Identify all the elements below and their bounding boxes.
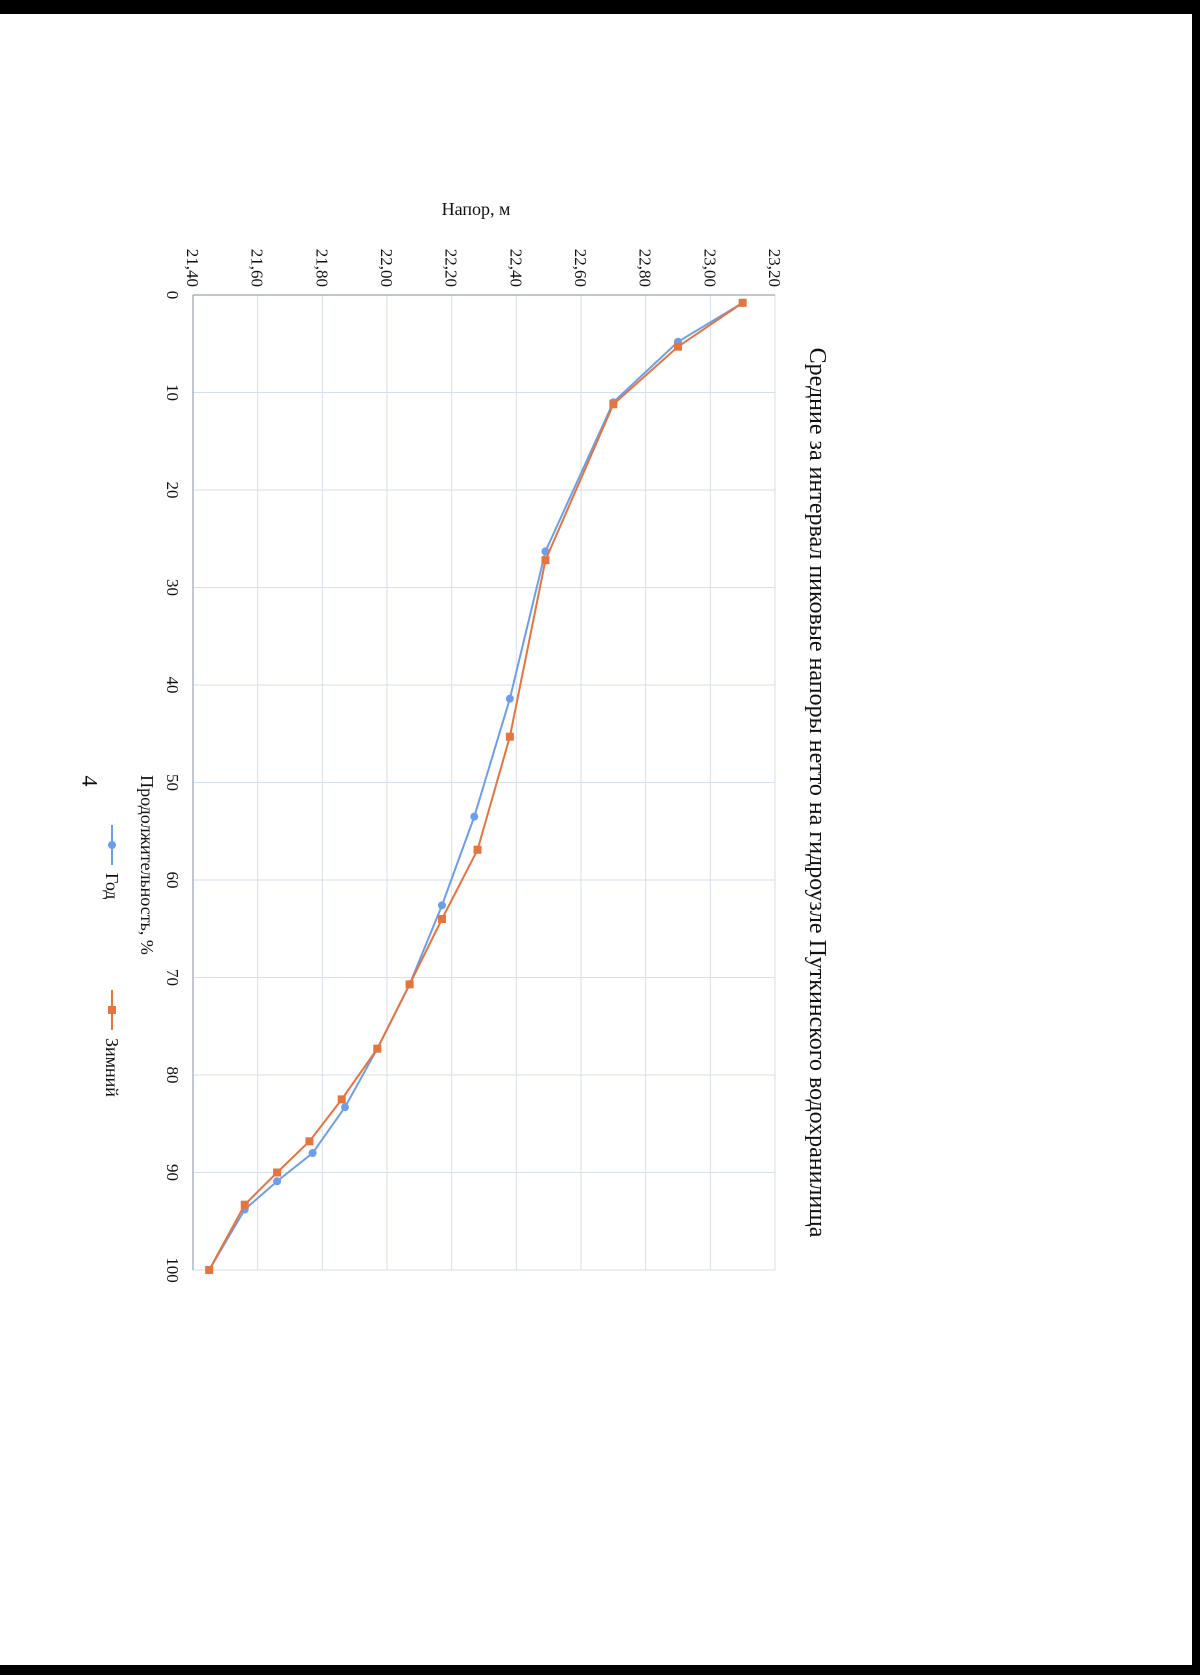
- x-tick-label: 20: [163, 482, 182, 499]
- series-line-god: [208, 301, 744, 1271]
- legend-label-god: Год: [102, 873, 122, 899]
- data-point-zimniy: [674, 342, 682, 351]
- legend-label-zimniy: Зимний: [102, 1038, 122, 1097]
- data-point-god: [470, 812, 479, 821]
- data-point-zimniy: [738, 298, 747, 307]
- data-point-god: [437, 901, 446, 910]
- x-tick-label: 0: [163, 291, 182, 300]
- data-point-zimniy: [541, 556, 550, 565]
- data-point-god: [340, 1103, 349, 1112]
- y-tick-label: 23,20: [765, 249, 784, 287]
- data-point-zimniy: [505, 732, 514, 741]
- document-page: [0, 14, 1192, 1665]
- series-line-zimniy: [208, 301, 744, 1271]
- x-tick-label: 80: [163, 1067, 182, 1084]
- data-point-zimniy: [609, 400, 618, 409]
- y-tick-label: 22,80: [636, 249, 655, 287]
- chart-title: Средние за интервал пиковые напоры нетто…: [804, 348, 830, 1238]
- data-point-zimniy: [305, 1137, 314, 1146]
- data-point-zimniy: [337, 1095, 346, 1104]
- x-tick-label: 60: [163, 872, 182, 889]
- chart-axes: [192, 294, 775, 1270]
- data-point-zimniy: [373, 1044, 382, 1053]
- chart-labels: 0 10 20 30 40 50 60 70 80 90 100 21,40 21,60 21,80 22,…: [102, 199, 830, 1283]
- data-point-god: [308, 1149, 317, 1157]
- chart-series: [205, 298, 747, 1274]
- y-tick-label: 22,40: [506, 249, 525, 287]
- x-tick-label: 70: [163, 969, 182, 986]
- x-tick-label: 90: [163, 1164, 182, 1181]
- y-tick-label: 21,60: [248, 249, 267, 287]
- x-tick-label: 50: [163, 774, 182, 791]
- data-point-god: [505, 694, 514, 703]
- legend-marker-god: [108, 841, 116, 849]
- data-point-zimniy: [205, 1266, 214, 1274]
- x-tick-label: 30: [163, 579, 182, 596]
- data-point-god: [273, 1177, 282, 1186]
- data-point-zimniy: [240, 1200, 249, 1209]
- data-point-zimniy: [437, 915, 446, 923]
- chart-grid: [192, 294, 776, 1271]
- y-tick-label: 22,60: [571, 249, 590, 287]
- x-tick-label: 100: [163, 1257, 182, 1283]
- y-tick-label: 21,40: [183, 249, 202, 287]
- data-point-zimniy: [405, 980, 414, 989]
- y-tick-label: 23,00: [700, 249, 719, 287]
- y-tick-label: 21,80: [312, 249, 331, 287]
- x-tick-label: 10: [163, 384, 182, 401]
- x-axis-label: Продолжительность, %: [137, 775, 157, 955]
- chart-rotated-frame: 0 10 20 30 40 50 60 70 80 90 100 21,40 21,60 21,80 22,…: [102, 199, 830, 1283]
- y-axis-label: Напор, м: [442, 199, 511, 219]
- data-point-zimniy: [473, 845, 482, 854]
- y-tick-label: 22,00: [377, 249, 396, 287]
- y-tick-label: 22,20: [442, 249, 461, 287]
- legend-marker-zimniy: [108, 1006, 116, 1014]
- x-tick-label: 40: [163, 677, 182, 694]
- data-point-zimniy: [273, 1168, 282, 1177]
